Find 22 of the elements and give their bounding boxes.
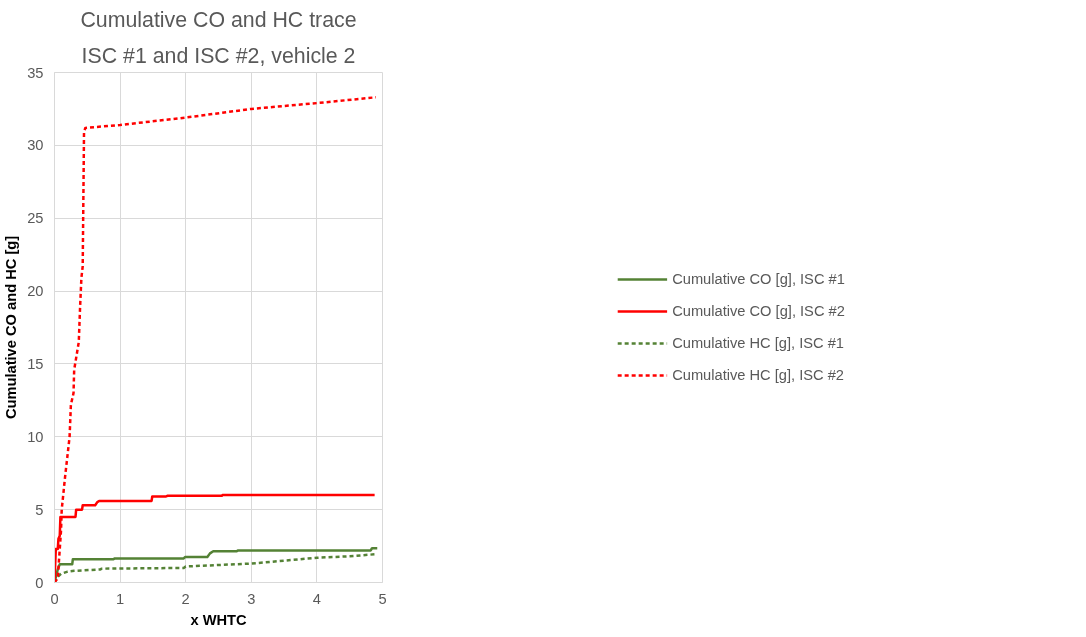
x-tick-label: 2 xyxy=(181,590,190,607)
chart-title: Cumulative CO and HC trace xyxy=(80,7,357,32)
y-tick-label: 15 xyxy=(27,355,44,372)
legend-label: Cumulative CO [g], ISC #1 xyxy=(672,271,845,287)
legend-label: Cumulative HC [g], ISC #1 xyxy=(672,335,845,351)
legend-label: Cumulative HC [g], ISC #2 xyxy=(672,367,845,383)
y-tick-label: 30 xyxy=(27,137,44,154)
x-tick-label: 3 xyxy=(247,590,256,607)
y-tick-label: 10 xyxy=(27,428,44,445)
y-tick-label: 35 xyxy=(27,64,44,81)
x-tick-label: 5 xyxy=(378,590,387,607)
x-tick-label: 0 xyxy=(50,590,59,607)
y-tick-label: 0 xyxy=(35,574,44,591)
chart-subtitle: ISC #1 and ISC #2, vehicle 2 xyxy=(81,43,356,68)
x-tick-label: 1 xyxy=(116,590,125,607)
y-tick-label: 20 xyxy=(27,283,44,300)
y-tick-label: 25 xyxy=(27,210,44,227)
y-axis-title: Cumulative CO and HC [g] xyxy=(3,235,20,420)
x-tick-label: 4 xyxy=(312,590,321,607)
x-axis-title: x WHTC xyxy=(190,611,247,628)
legend-label: Cumulative CO [g], ISC #2 xyxy=(672,303,845,319)
y-tick-label: 5 xyxy=(35,501,44,518)
